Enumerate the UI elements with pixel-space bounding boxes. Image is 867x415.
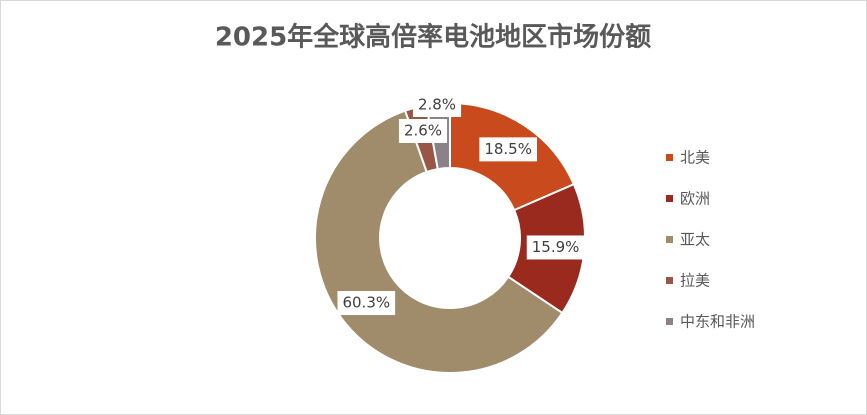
data-label-box xyxy=(526,235,585,260)
data-label: 18.5% xyxy=(479,137,537,162)
legend-swatch xyxy=(666,277,673,284)
data-label: 15.9% xyxy=(526,235,585,260)
legend-swatch xyxy=(666,154,673,161)
data-label-text: 60.3% xyxy=(342,294,390,312)
data-label-text: 18.5% xyxy=(484,140,532,158)
legend-label: 亚太 xyxy=(680,231,710,249)
legend-label: 北美 xyxy=(680,149,710,167)
legend-label: 拉美 xyxy=(680,272,710,290)
data-label: 2.6% xyxy=(398,119,448,143)
data-label: 60.3% xyxy=(337,291,396,316)
data-label-box xyxy=(398,119,448,143)
legend-swatch xyxy=(666,318,673,325)
data-label-box xyxy=(479,137,537,162)
data-label-text: 15.9% xyxy=(532,238,580,256)
legend-label: 欧洲 xyxy=(680,190,710,208)
data-label-text: 2.6% xyxy=(404,122,442,140)
data-label-box xyxy=(412,93,462,117)
legend-label: 中东和非洲 xyxy=(680,313,755,331)
data-label-text: 2.8% xyxy=(418,96,456,114)
legend-swatch xyxy=(666,195,673,202)
chart-title: 2025年全球高倍率电池地区市场份额 xyxy=(215,22,651,53)
data-label-box xyxy=(337,291,396,316)
legend-swatch xyxy=(666,236,673,243)
data-label: 2.8% xyxy=(412,93,462,117)
